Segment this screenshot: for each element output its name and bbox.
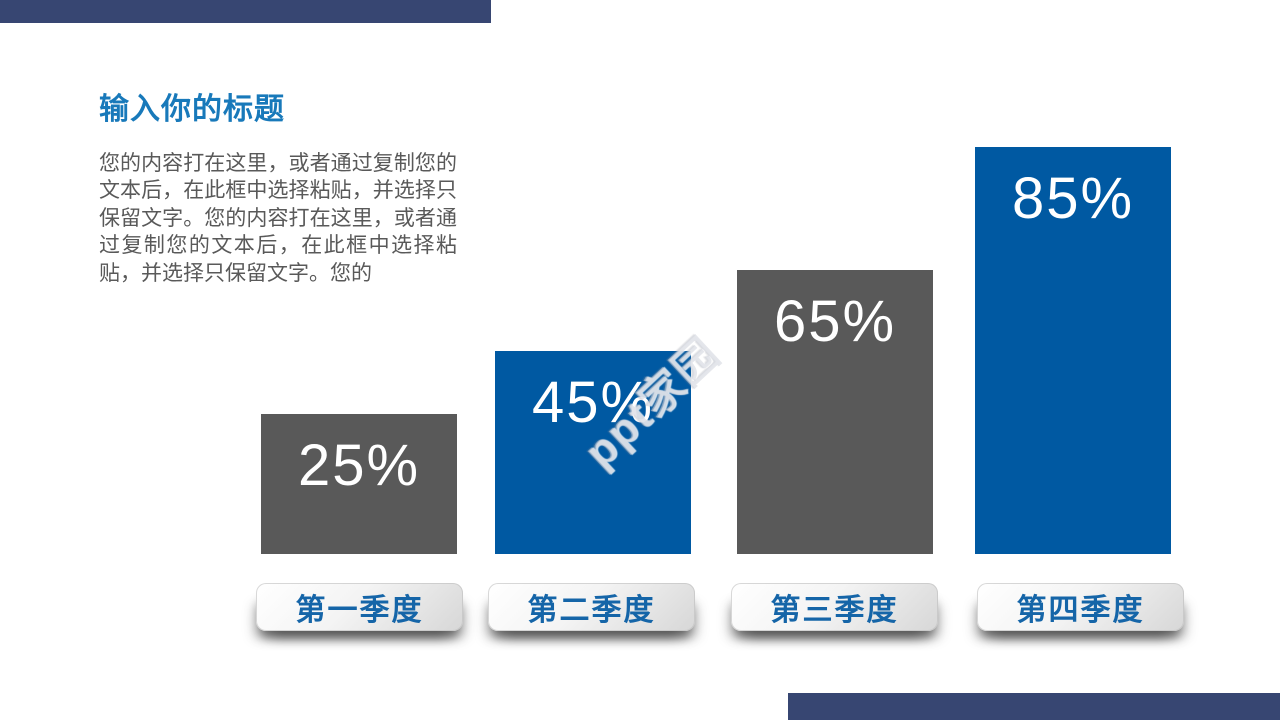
text-block: 输入你的标题 您的内容打在这里，或者通过复制您的文本后，在此框中选择粘贴，并选择… (99, 84, 469, 287)
category-label-q2: 第二季度 (488, 583, 695, 631)
bar-q4: 85% (975, 147, 1171, 554)
body-text: 您的内容打在这里，或者通过复制您的文本后，在此框中选择粘贴，并选择只保留文字。您… (99, 152, 457, 285)
bar-q2: 45% (495, 351, 691, 554)
bar-q2-value-label: 45% (531, 370, 655, 435)
bar-q4-value-label: 85% (1011, 166, 1135, 231)
bottom-accent-bar (788, 693, 1280, 720)
bar-q1-value-label: 25% (297, 433, 421, 498)
category-label-q3: 第三季度 (731, 583, 938, 631)
top-accent-bar (0, 0, 491, 23)
bar-q1: 25% (261, 414, 457, 554)
bar-q3: 65% (737, 270, 933, 554)
page-title: 输入你的标题 (99, 93, 285, 126)
category-label-q1: 第一季度 (256, 583, 463, 631)
bar-q3-value-label: 65% (773, 289, 897, 354)
category-label-q4: 第四季度 (977, 583, 1184, 631)
